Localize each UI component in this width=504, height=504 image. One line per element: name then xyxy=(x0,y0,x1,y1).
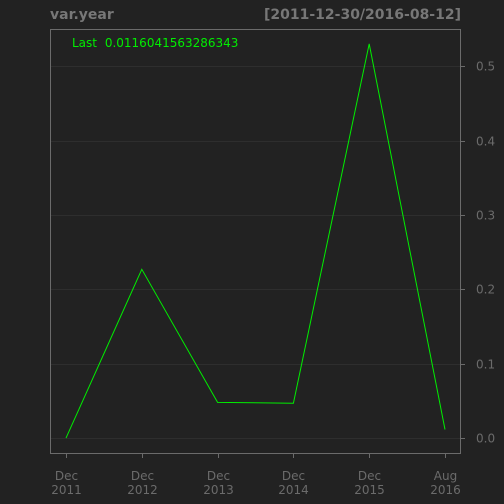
y-axis: 0.0 0.1 0.2 0.3 0.4 0.5 xyxy=(460,60,495,446)
legend-last-value: 0.0116041563286343 xyxy=(105,36,239,50)
legend-label: Last xyxy=(72,36,97,50)
y-tick-label: 0.4 xyxy=(476,135,495,149)
x-tick-label-month: Dec xyxy=(55,469,78,483)
x-tick-label-month: Dec xyxy=(282,469,305,483)
grid-layer xyxy=(50,66,460,439)
y-tick-label: 0.5 xyxy=(476,60,495,74)
x-tick-label-month: Dec xyxy=(358,469,381,483)
date-range: [2011-12-30/2016-08-12] xyxy=(264,7,461,23)
x-tick-label-year: 2015 xyxy=(354,483,385,497)
series-line xyxy=(65,43,446,439)
chart-title: var.year xyxy=(50,7,114,23)
x-tick-label-year: 2012 xyxy=(127,483,158,497)
y-tick-label: 0.2 xyxy=(476,283,495,297)
y-tick-label: 0.1 xyxy=(476,358,495,372)
x-tick-label-month: Dec xyxy=(207,469,230,483)
y-tick-label: 0.0 xyxy=(476,432,495,446)
series-layer xyxy=(65,43,446,439)
y-tick-label: 0.3 xyxy=(476,209,495,223)
x-tick-label-month: Dec xyxy=(131,469,154,483)
plot-frame xyxy=(50,29,461,454)
x-tick-label-month: Aug xyxy=(434,469,457,483)
x-tick-label-year: 2011 xyxy=(51,483,82,497)
x-axis: Dec2011Dec2012Dec2013Dec2014Dec2015Aug20… xyxy=(51,453,461,497)
x-tick-label-year: 2016 xyxy=(430,483,461,497)
legend-entry: Last 0.0116041563286343 xyxy=(72,36,238,50)
x-tick-label-year: 2013 xyxy=(203,483,234,497)
x-tick-label-year: 2014 xyxy=(278,483,309,497)
